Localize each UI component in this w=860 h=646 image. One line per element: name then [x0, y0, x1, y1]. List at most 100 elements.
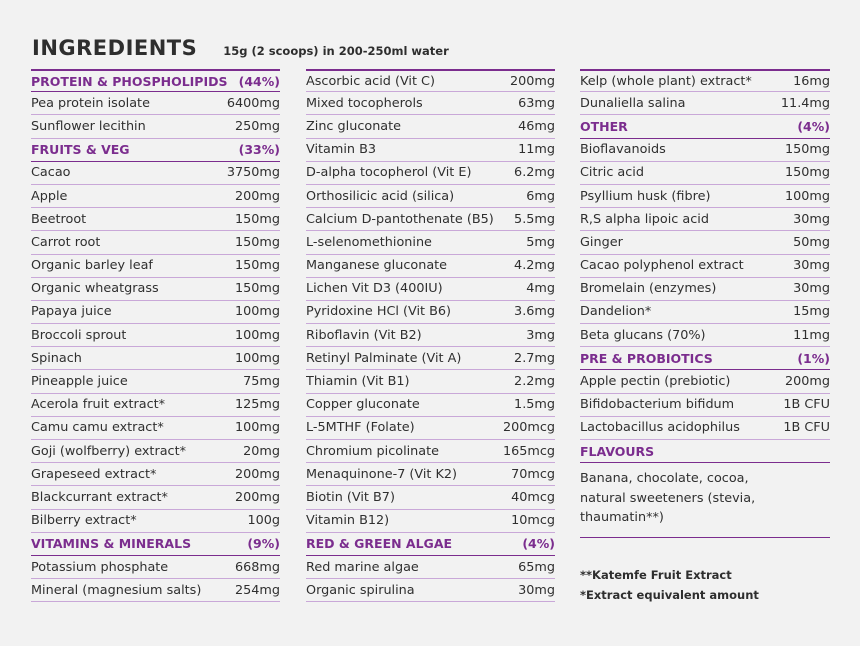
ingredient-name: Pea protein isolate: [31, 95, 150, 111]
ingredient-amount: 1.5mg: [514, 397, 555, 413]
ingredient-row: Thiamin (Vit B1) 2.2mg: [306, 370, 555, 394]
ingredient-amount: 150mg: [234, 281, 280, 297]
ingredient-amount: 200mg: [234, 188, 280, 204]
ingredient-row: Ginger 50mg: [580, 231, 830, 255]
ingredient-amount: 3.6mg: [514, 304, 555, 320]
ingredient-row: Broccoli sprout 100mg: [31, 324, 280, 348]
ingredient-name: Pyridoxine HCl (Vit B6): [306, 304, 452, 320]
ingredient-name: Papaya juice: [31, 304, 112, 320]
ingredients-column-3: Kelp (whole plant) extract* 16mg Dunaliell…: [580, 69, 830, 538]
ingredient-amount: 100mg: [234, 420, 280, 436]
ingredient-name: Menaquinone-7 (Vit K2): [306, 466, 458, 482]
ingredient-amount: 150mg: [784, 142, 830, 158]
ingredient-row: Potassium phosphate 668mg: [31, 556, 280, 580]
ingredient-row: Psyllium husk (fibre) 100mg: [580, 185, 830, 209]
ingredient-name: Chromium picolinate: [306, 443, 440, 459]
ingredient-row: Lactobacillus acidophilus 1B CFU: [580, 417, 830, 440]
section-header: RED & GREEN ALGAE (4%): [306, 533, 555, 556]
ingredient-name: Psyllium husk (fibre): [580, 188, 711, 204]
ingredient-amount: 11.4mg: [780, 95, 830, 111]
ingredient-amount: 250mg: [234, 118, 280, 134]
section-header: PROTEIN & PHOSPHOLIPIDS (44%): [31, 69, 280, 93]
section-percentage: (4%): [522, 536, 555, 552]
section-title: OTHER: [580, 118, 628, 134]
ingredient-row: Sunflower lecithin 250mg: [31, 115, 280, 139]
ingredient-name: Beetroot: [31, 211, 87, 227]
ingredient-amount: 200mg: [784, 374, 830, 390]
ingredient-name: Retinyl Palminate (Vit A): [306, 350, 462, 366]
section-percentage: (33%): [238, 142, 280, 158]
section-percentage: (4%): [797, 118, 830, 134]
ingredient-row: R,S alpha lipoic acid 30mg: [580, 208, 830, 232]
ingredient-name: D-alpha tocopherol (Vit E): [306, 165, 472, 181]
ingredient-row: Zinc gluconate 46mg: [306, 115, 555, 139]
ingredient-row: Riboflavin (Vit B2) 3mg: [306, 324, 555, 348]
ingredient-name: Mineral (magnesium salts): [31, 582, 202, 598]
ingredients-column-2: Ascorbic acid (Vit C) 200mg Mixed tocopher…: [306, 69, 555, 603]
ingredient-row: Bilberry extract* 100g: [31, 510, 280, 533]
ingredient-name: Biotin (Vit B7): [306, 489, 395, 505]
ingredient-name: Kelp (whole plant) extract*: [580, 73, 752, 89]
ingredient-name: Citric acid: [580, 165, 644, 181]
section-percentage: (1%): [797, 350, 830, 366]
ingredient-row: Grapeseed extract* 200mg: [31, 463, 280, 487]
ingredient-row: Ascorbic acid (Vit C) 200mg: [306, 69, 555, 93]
ingredients-column-1: PROTEIN & PHOSPHOLIPIDS (44%) Pea protein …: [31, 69, 280, 603]
ingredient-name: Calcium D-pantothenate (B5): [306, 211, 494, 227]
ingredient-name: Cacao: [31, 165, 71, 181]
ingredient-amount: 200mg: [234, 466, 280, 482]
ingredient-name: Broccoli sprout: [31, 327, 127, 343]
ingredient-row: Vitamin B12) 10mcg: [306, 510, 555, 533]
ingredient-row: Apple pectin (prebiotic) 200mg: [580, 370, 830, 394]
ingredient-amount: 3mg: [526, 327, 555, 343]
ingredient-name: Riboflavin (Vit B2): [306, 327, 422, 343]
ingredient-amount: 2.7mg: [514, 350, 555, 366]
ingredient-name: Apple: [31, 188, 68, 204]
ingredient-row: Cacao 3750mg: [31, 162, 280, 185]
ingredient-amount: 200mg: [509, 73, 555, 89]
ingredient-amount: 1B CFU: [783, 420, 830, 436]
ingredient-amount: 125mg: [234, 397, 280, 413]
ingredient-name: Ascorbic acid (Vit C): [306, 73, 435, 89]
ingredient-name: Apple pectin (prebiotic): [580, 374, 731, 390]
ingredient-name: Acerola fruit extract*: [31, 397, 166, 413]
ingredient-row: Bromelain (enzymes) 30mg: [580, 278, 830, 301]
ingredient-row: Blackcurrant extract* 200mg: [31, 486, 280, 510]
section-percentage: (9%): [247, 536, 280, 552]
ingredient-amount: 30mg: [793, 211, 830, 227]
ingredient-row: Lichen Vit D3 (400IU) 4mg: [306, 278, 555, 301]
ingredient-row: Pea protein isolate 6400mg: [31, 92, 280, 116]
ingredient-name: Organic spirulina: [306, 582, 415, 598]
ingredient-amount: 165mcg: [502, 443, 555, 459]
ingredient-row: Spinach 100mg: [31, 347, 280, 371]
ingredient-name: Potassium phosphate: [31, 559, 169, 575]
ingredient-row: Red marine algae 65mg: [306, 556, 555, 580]
section-header: OTHER (4%): [580, 115, 830, 139]
ingredient-amount: 30mg: [793, 258, 830, 274]
ingredient-amount: 15mg: [793, 304, 830, 320]
ingredient-row: Bioflavanoids 150mg: [580, 139, 830, 162]
ingredient-row: D-alpha tocopherol (Vit E) 6.2mg: [306, 162, 555, 185]
ingredient-amount: 150mg: [234, 234, 280, 250]
ingredient-row: Carrot root 150mg: [31, 231, 280, 255]
ingredient-row: Acerola fruit extract* 125mg: [31, 394, 280, 417]
ingredient-name: Camu camu extract*: [31, 420, 164, 436]
ingredient-row: Beetroot 150mg: [31, 208, 280, 232]
ingredient-name: L-5MTHF (Folate): [306, 420, 415, 436]
ingredient-amount: 11mg: [793, 327, 830, 343]
ingredient-row: Pineapple juice 75mg: [31, 370, 280, 394]
ingredient-amount: 50mg: [793, 234, 830, 250]
ingredient-name: Bifidobacterium bifidum: [580, 397, 735, 413]
ingredient-amount: 20mg: [243, 443, 280, 459]
page-title: INGREDIENTS: [32, 36, 198, 60]
ingredient-row: Menaquinone-7 (Vit K2) 70mcg: [306, 463, 555, 487]
ingredient-name: Pineapple juice: [31, 374, 128, 390]
section-title: VITAMINS & MINERALS: [31, 536, 192, 552]
ingredient-name: Vitamin B3: [306, 142, 377, 158]
ingredient-row: Kelp (whole plant) extract* 16mg: [580, 69, 830, 93]
ingredient-row: Retinyl Palminate (Vit A) 2.7mg: [306, 347, 555, 371]
ingredient-name: Sunflower lecithin: [31, 118, 146, 134]
ingredient-amount: 1B CFU: [783, 397, 830, 413]
ingredient-amount: 150mg: [234, 258, 280, 274]
ingredient-amount: 100mg: [234, 304, 280, 320]
